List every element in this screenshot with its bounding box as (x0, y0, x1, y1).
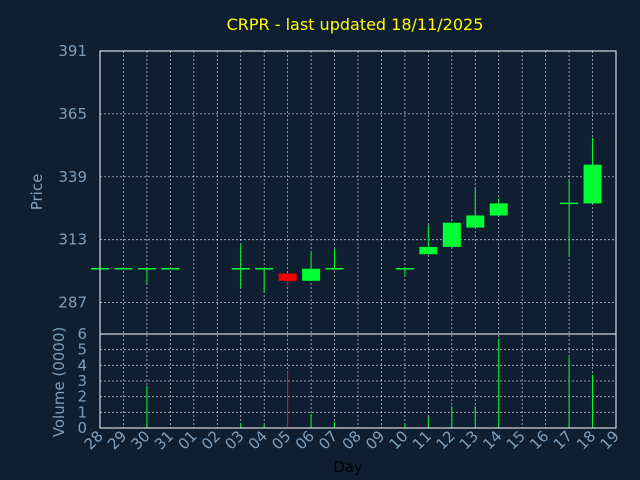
volume-tick-label: 4 (77, 356, 87, 374)
day-tick-label: 01 (174, 427, 200, 453)
day-tick-label: 03 (221, 427, 247, 453)
day-tick-label: 04 (245, 427, 271, 453)
volume-tick-label: 5 (77, 341, 87, 359)
day-tick-label: 31 (151, 427, 177, 453)
day-tick-label: 11 (409, 427, 435, 453)
day-tick-label: 06 (292, 427, 318, 453)
chart-title: CRPR - last updated 18/11/2025 (227, 15, 484, 34)
volume-tick-label: 3 (77, 372, 87, 390)
volume-tick-label: 0 (77, 419, 87, 437)
volume-tick-label: 1 (77, 403, 87, 421)
day-tick-label: 08 (339, 427, 365, 453)
volume-tick-label: 2 (77, 388, 87, 406)
price-tick-label: 287 (58, 294, 87, 312)
price-tick-label: 365 (58, 105, 87, 123)
candle-body (302, 268, 321, 281)
day-tick-label: 12 (432, 427, 458, 453)
day-tick-label: 15 (503, 427, 529, 453)
day-tick-label: 30 (128, 427, 154, 453)
price-tick-label: 339 (58, 168, 87, 186)
day-tick-label: 17 (550, 427, 576, 453)
day-tick-label: 07 (315, 427, 341, 453)
x-axis-label: Day (333, 458, 363, 476)
volume-panel-frame (99, 333, 617, 429)
volume-tick-label: 6 (77, 325, 87, 343)
day-tick-label: 13 (456, 427, 482, 453)
day-tick-label: 16 (526, 427, 552, 453)
candle-body (442, 222, 461, 247)
candle-body (419, 246, 438, 255)
day-tick-label: 19 (597, 427, 623, 453)
day-tick-label: 29 (104, 427, 130, 453)
day-tick-label: 14 (479, 427, 505, 453)
day-tick-label: 02 (198, 427, 224, 453)
day-tick-label: 10 (386, 427, 412, 453)
price-axis-label: Price (28, 174, 46, 211)
day-tick-label: 18 (573, 427, 599, 453)
price-tick-label: 391 (58, 42, 87, 60)
candle-body (278, 273, 297, 281)
price-tick-label: 313 (58, 231, 87, 249)
day-tick-label: 05 (268, 427, 294, 453)
candle-body (489, 203, 508, 216)
candle-body (583, 164, 602, 204)
volume-axis-label: Volume (0000) (50, 327, 68, 437)
candle-body (466, 215, 485, 228)
day-tick-label: 09 (362, 427, 388, 453)
